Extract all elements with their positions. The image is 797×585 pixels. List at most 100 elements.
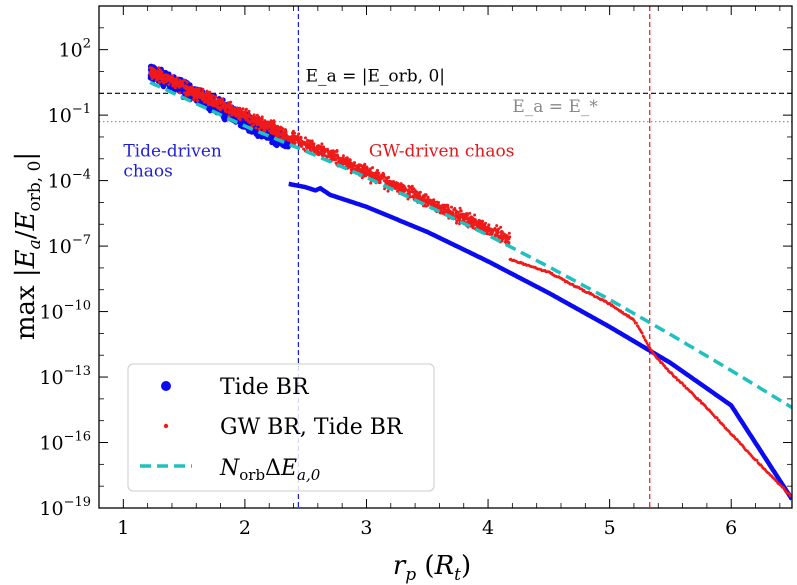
gw-br-point [257,122,261,126]
gw-br-point [218,100,222,104]
gw-br-point [246,119,250,123]
gw-br-point [273,131,277,135]
tide-br-point [222,113,228,119]
tide-br-curve [287,181,792,501]
gw-br-point [171,74,174,78]
gw-br-point [450,205,453,209]
gw-br-point [439,207,443,211]
gw-br-point [347,159,351,163]
gw-br-point [186,90,190,94]
gw-br-point [382,179,386,183]
gw-br-point [214,95,218,99]
gw-br-point [254,118,258,122]
plot-frame [98,5,793,509]
gw-br-point [197,87,201,90]
gw-br-point [215,100,219,104]
gw-br-point [468,211,472,215]
gw-br-point [183,91,186,95]
gw-br-point [190,86,194,90]
annotation-2: E_a = |E_orb, 0| [306,66,445,86]
gw-br-point [407,188,411,192]
gw-br-point [425,199,429,203]
annotations: Tide-driven chaos GW-driven chaos E_a = |E_… [123,66,598,181]
gw-br-point [683,384,687,388]
annotation-1: GW-driven chaos [369,142,515,162]
x-tick-label: 6 [725,517,737,539]
gw-br-point [235,106,239,110]
gw-br-point [329,152,332,156]
gw-br-point [403,189,406,193]
gw-br-point [497,227,501,231]
gw-br-point [299,141,302,144]
gw-br-point [237,110,240,114]
gw-br-point [207,103,210,107]
gw-br-point [455,219,459,223]
axis-tick-labels: 1 2 3 4 5 6 102 10−1 10−4 10−7 10−10 10−13 10−16 10−1… [39,37,737,539]
gw-br-point [257,115,261,119]
gw-br-point [636,325,640,328]
series-layer [147,63,792,501]
gw-br-point [168,80,172,84]
gw-br-point [160,70,164,74]
norb-delta-e-line [149,80,792,410]
gw-br-point [408,185,412,189]
gw-br-point [149,69,153,73]
gw-br-point [506,236,510,240]
gw-br-point [255,121,259,125]
gw-br-point [289,139,293,143]
gw-br-point [379,174,383,178]
gw-br-point [463,213,467,217]
gw-br-point [334,158,338,161]
gw-br-point [333,153,337,157]
gw-br-point [269,131,273,135]
gw-br-point [413,193,417,197]
gw-br-point [268,125,272,129]
gw-br-point [152,70,155,73]
gw-br-point [371,166,374,170]
gw-br-point [163,73,167,77]
gw-br-point [640,331,644,335]
x-tick-label: 1 [117,517,129,539]
gw-br-point [157,66,161,70]
gw-br-point [156,76,160,80]
gw-br-point [722,424,726,428]
x-tick-label: 2 [239,517,251,539]
legend-marker-tide-br [161,381,171,391]
legend-label-tide-br: Tide BR [220,375,310,400]
gw-br-point [247,109,251,113]
gw-br-point [459,209,463,213]
gw-br-point [155,69,159,73]
gw-br-point [418,196,422,200]
gw-br-point [307,142,311,146]
legend-box [127,363,435,492]
gw-br-point [485,228,489,232]
gw-br-point [287,137,290,140]
gw-br-point [325,155,329,159]
gw-br-point [196,90,200,94]
gw-br-point [241,107,245,111]
gw-br-point [281,137,285,141]
gw-br-point [359,164,363,168]
gw-br-point [365,168,369,171]
gw-br-point [368,171,372,175]
gw-br-point [500,235,504,239]
gw-br-point [269,129,273,132]
gw-br-point [378,178,382,182]
y-tick-label: 10−1 [48,102,91,127]
y-tick-label: 10−10 [39,299,91,324]
gw-br-point [644,339,648,343]
x-tick-label: 3 [360,517,372,539]
gw-br-point [357,165,361,169]
gw-br-point [227,106,231,110]
gw-br-point [401,185,404,189]
gw-br-point [372,175,375,179]
gw-br-point [470,216,474,220]
gw-br-point [250,119,254,123]
gw-br-point [453,207,457,210]
gw-br-point [397,187,401,191]
gw-br-point [483,223,487,227]
x-tick-label: 5 [604,517,616,539]
gw-br-point [479,223,483,227]
gw-br-point [190,89,193,93]
gw-br-point [171,76,175,80]
